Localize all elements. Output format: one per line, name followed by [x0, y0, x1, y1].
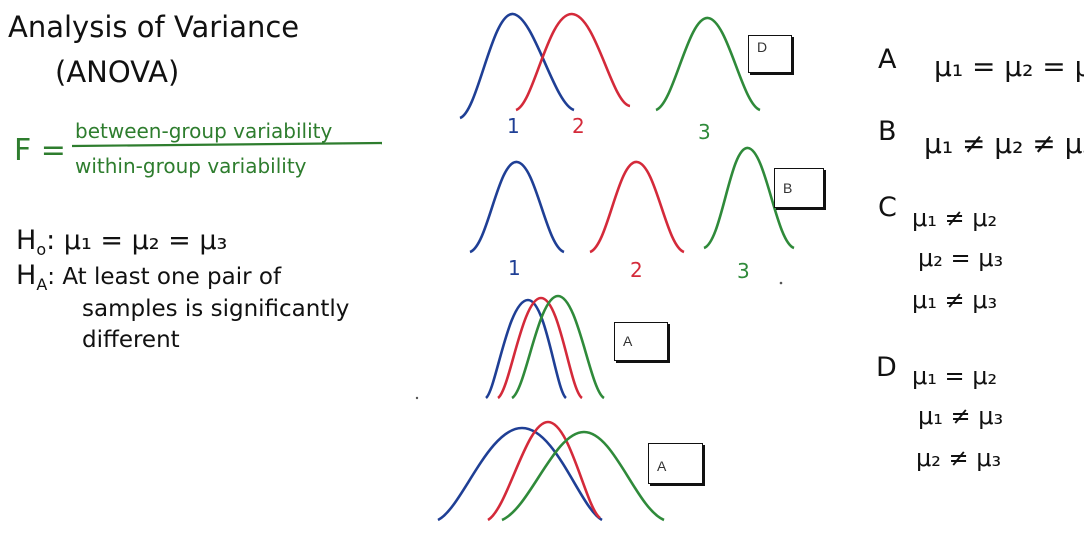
panel-1-curve-blue [459, 12, 575, 120]
alternative-hypothesis: HA: At least one pair of samples is sign… [16, 260, 349, 353]
ha-sub: A [36, 275, 47, 294]
title-line1: Analysis of Variance [8, 10, 299, 44]
panel-4-curve-green [501, 430, 665, 522]
ha-line2: samples is significantly [82, 296, 349, 322]
panel-1-curves [459, 12, 761, 120]
h0-sub: o [36, 240, 46, 259]
panel-3-curve-blue [484, 298, 568, 400]
panel-2-answer: B [783, 180, 793, 196]
stray-dot-2 [415, 396, 419, 400]
option-a: A μ₁ = μ₂ = μ₃ [878, 44, 1084, 83]
panel-4-curve-blue [437, 426, 603, 522]
panel-2-curve-red [589, 160, 685, 254]
option-d: D μ₁ = μ₂ μ₁ ≠ μ₃ μ₂ ≠ μ₃ [876, 352, 1003, 472]
panel-1-label-1: 1 [507, 114, 520, 138]
panel-1-answer: D [757, 39, 768, 55]
fraction-bar [71, 141, 383, 148]
option-a-letter: A [878, 44, 897, 75]
h0-label: H [16, 225, 36, 256]
option-b-letter: B [878, 116, 897, 147]
panel-4-curve-red [487, 420, 601, 522]
svg-text:HA: At least one pair of: HA: At least one pair of [16, 260, 282, 294]
f-formula: F = between-group variability within-gro… [14, 119, 383, 178]
f-denominator: within-group variability [75, 154, 307, 178]
option-d-line2: μ₁ ≠ μ₃ [918, 402, 1003, 430]
panel-3-answer-box[interactable]: A [614, 322, 668, 361]
panel-2-curve-green [703, 146, 795, 250]
panel-2-curve-blue [469, 160, 565, 254]
svg-text:Ho: μ₁ = μ₂ = μ₃: Ho: μ₁ = μ₂ = μ₃ [16, 225, 227, 259]
option-c-line2: μ₂ = μ₃ [918, 244, 1003, 272]
panel-3-answer: A [623, 333, 633, 349]
panel-2-label-2: 2 [630, 258, 643, 282]
panel-2-label-3: 3 [737, 259, 750, 283]
ha-line1: : At least one pair of [47, 264, 282, 290]
panel-3-curve-green [511, 294, 605, 400]
panel-3-curve-red [497, 296, 583, 400]
option-b-line1: μ₁ ≠ μ₂ ≠ μ₃ [924, 127, 1084, 160]
panel-2-curves [469, 146, 795, 254]
option-c: C μ₁ ≠ μ₂ μ₂ = μ₃ μ₁ ≠ μ₃ [878, 192, 1003, 314]
h0-text: : μ₁ = μ₂ = μ₃ [46, 225, 227, 256]
null-hypothesis: Ho: μ₁ = μ₂ = μ₃ [16, 225, 227, 259]
option-a-line1: μ₁ = μ₂ = μ₃ [934, 50, 1084, 83]
f-symbol: F = [14, 133, 66, 168]
option-c-line3: μ₁ ≠ μ₃ [912, 286, 997, 314]
stray-dot [779, 281, 783, 285]
panel-4-answer: A [657, 458, 667, 474]
option-d-line1: μ₁ = μ₂ [912, 362, 997, 390]
panel-4-curves [437, 420, 665, 522]
option-d-line3: μ₂ ≠ μ₃ [916, 444, 1001, 472]
option-c-letter: C [878, 192, 897, 223]
option-c-line1: μ₁ ≠ μ₂ [912, 204, 997, 232]
f-numerator: between-group variability [75, 119, 332, 143]
panel-1-curve-green [655, 16, 761, 112]
panel-1-label-3: 3 [698, 120, 711, 144]
option-b: B μ₁ ≠ μ₂ ≠ μ₃ [878, 116, 1084, 160]
title-line2: (ANOVA) [55, 55, 179, 89]
panel-3-curves [484, 294, 605, 400]
panel-1-label-2: 2 [572, 114, 585, 138]
panel-1-curve-red [515, 12, 631, 112]
ha-line3: different [82, 327, 180, 353]
panel-1-answer-box[interactable]: D [748, 35, 792, 73]
ha-label: H [16, 260, 36, 291]
panel-4-answer-box[interactable]: A [648, 443, 703, 484]
option-d-letter: D [876, 352, 897, 383]
panel-2-answer-box[interactable]: B [774, 168, 824, 208]
panel-2-label-1: 1 [508, 256, 521, 280]
